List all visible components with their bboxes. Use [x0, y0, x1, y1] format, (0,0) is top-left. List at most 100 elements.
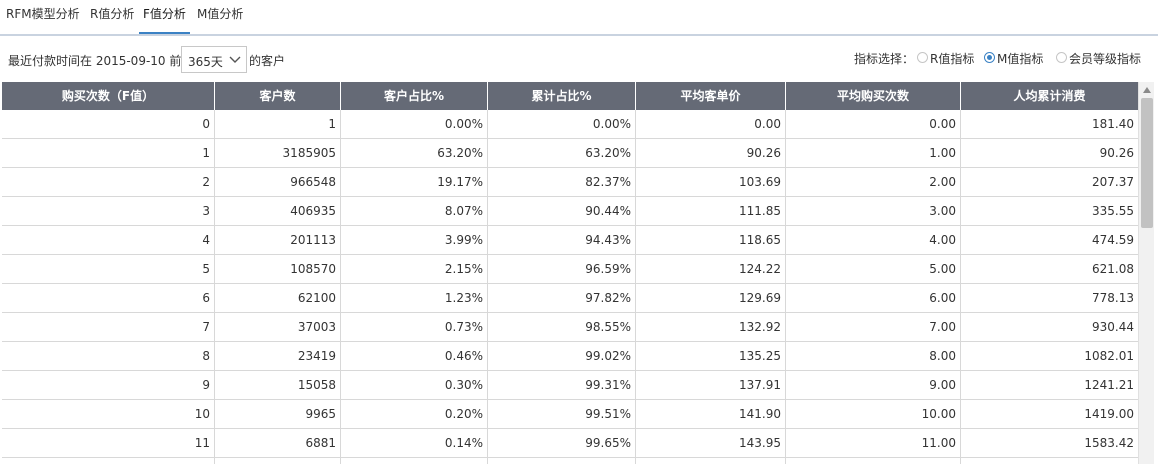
table-row[interactable]: 8 23419 0.46% 99.02% 135.25 8.00 1082.01	[2, 342, 1138, 371]
tab-label: R值分析	[90, 7, 135, 21]
table-cell: 1	[2, 139, 215, 167]
table-cell: 98.55%	[488, 313, 636, 341]
table-cell: 135.25	[636, 342, 786, 370]
table-cell: 97.82%	[488, 284, 636, 312]
table-cell: 2.15%	[341, 255, 488, 283]
table-cell: 5.00	[786, 255, 961, 283]
table-row[interactable]: 10 9965 0.20% 99.51% 141.90 10.00 1419.00	[2, 400, 1138, 429]
table-cell: 181.40	[1092, 117, 1134, 131]
table-cell: 99.51%	[488, 400, 636, 428]
table-cell: 10.00	[786, 400, 961, 428]
column-header[interactable]: 购买次数（F值）	[2, 82, 215, 110]
table-cell: 11	[2, 429, 215, 457]
table-cell	[215, 458, 341, 464]
table-row[interactable]: 5 108570 2.15% 96.59% 124.22 5.00 621.08	[2, 255, 1138, 284]
table-cell: 6881	[215, 429, 341, 457]
column-header[interactable]: 平均购买次数	[786, 82, 961, 110]
table-body: 0 1 0.00% 0.00% 0.00 0.00 181.40 1 3185905 63.20%…	[2, 110, 1138, 464]
table-cell: 129.69	[636, 284, 786, 312]
table-cell: 103.69	[636, 168, 786, 196]
table-row[interactable]: 7 37003 0.73% 98.55% 132.92 7.00 930.44	[2, 313, 1138, 342]
table-cell: 0.00	[786, 110, 961, 138]
table-cell: 90.44%	[488, 197, 636, 225]
column-header[interactable]: 平均客单价	[636, 82, 786, 110]
table-row[interactable]: 3 406935 8.07% 90.44% 111.85 3.00 335.55	[2, 197, 1138, 226]
scrollbar-thumb[interactable]	[1141, 98, 1153, 228]
table-row[interactable]: 9 15058 0.30% 99.31% 137.91 9.00 1241.21	[2, 371, 1138, 400]
filter-suffix-text: 的客户	[249, 54, 286, 68]
period-select[interactable]: 365天	[181, 46, 247, 73]
tab-f-value[interactable]: F值分析	[139, 6, 190, 34]
table-cell: 1.23%	[341, 284, 488, 312]
table-cell: 406935	[215, 197, 341, 225]
table-cell: 3.99%	[341, 226, 488, 254]
table-cell: 0.30%	[341, 371, 488, 399]
table-cell: 207.37	[1092, 175, 1134, 189]
table-cell: 99.31%	[488, 371, 636, 399]
tab-m-value[interactable]: M值分析	[197, 6, 243, 34]
table-cell	[488, 458, 636, 464]
table-row[interactable]: 11 6881 0.14% 99.65% 143.95 11.00 1583.42	[2, 429, 1138, 458]
table-cell: 1419.00	[1084, 407, 1134, 421]
table-cell: 143.95	[636, 429, 786, 457]
table-cell: 930.44	[1092, 320, 1134, 334]
table-cell: 99.02%	[488, 342, 636, 370]
table-cell: 335.55	[1092, 204, 1134, 218]
table-cell: 8.00	[786, 342, 961, 370]
indicator-label: 指标选择：	[854, 52, 915, 66]
table-cell: 1241.21	[1084, 378, 1134, 392]
table-cell: 201113	[215, 226, 341, 254]
table-cell: 0.14%	[341, 429, 488, 457]
table-cell: 1	[215, 110, 341, 138]
table-row[interactable]: 6 62100 1.23% 97.82% 129.69 6.00 778.13	[2, 284, 1138, 313]
column-header[interactable]: 客户数	[215, 82, 341, 110]
filter-prefix-text: 最近付款时间在 2015-09-10 前	[8, 54, 182, 68]
table-cell: 82.37%	[488, 168, 636, 196]
table-cell: 8	[2, 342, 215, 370]
table-cell: 621.08	[1092, 262, 1134, 276]
table-cell: 8.07%	[341, 197, 488, 225]
table-cell: 3.00	[786, 197, 961, 225]
table-cell: 111.85	[636, 197, 786, 225]
filter-bar: 最近付款时间在 2015-09-10 前 365天 的客户 指标选择： R值指标…	[0, 44, 1158, 74]
radio-label: R值指标	[930, 52, 975, 66]
table-cell: 3	[2, 197, 215, 225]
table-cell: 15058	[215, 371, 341, 399]
table-cell: 96.59%	[488, 255, 636, 283]
tab-r-value[interactable]: R值分析	[90, 6, 134, 34]
table-cell: 11.00	[786, 429, 961, 457]
table-cell: 94.43%	[488, 226, 636, 254]
vertical-scrollbar[interactable]	[1138, 82, 1154, 464]
tab-rfm-model[interactable]: RFM模型分析	[6, 6, 80, 34]
radio-label: 会员等级指标	[1069, 52, 1142, 66]
table-cell: 3185905	[215, 139, 341, 167]
table-header-row: 购买次数（F值） 客户数 客户占比% 累计占比% 平均客单价 平均购买次数 人均累计消费	[2, 82, 1138, 110]
table-row[interactable]: 1 3185905 63.20% 63.20% 90.26 1.00 90.26	[2, 139, 1138, 168]
table-row[interactable]	[2, 458, 1138, 464]
table-cell: 6.00	[786, 284, 961, 312]
table-cell: 4	[2, 226, 215, 254]
table-cell: 6	[2, 284, 215, 312]
table-cell	[636, 458, 786, 464]
table-cell: 1.00	[786, 139, 961, 167]
table-cell: 4.00	[786, 226, 961, 254]
column-header[interactable]: 人均累计消费	[1013, 89, 1086, 103]
table-row[interactable]: 4 201113 3.99% 94.43% 118.65 4.00 474.59	[2, 226, 1138, 255]
table-row[interactable]: 2 966548 19.17% 82.37% 103.69 2.00 207.37	[2, 168, 1138, 197]
table-cell: 9	[2, 371, 215, 399]
table-cell	[341, 458, 488, 464]
radio-circle	[1056, 52, 1067, 63]
table-cell	[961, 458, 1138, 464]
table-cell: 778.13	[1092, 291, 1134, 305]
tab-label: M值分析	[197, 7, 244, 21]
table-cell	[2, 458, 215, 464]
table-cell: 10	[2, 400, 215, 428]
column-header[interactable]: 客户占比%	[341, 82, 488, 110]
scroll-up-arrow-icon[interactable]	[1142, 86, 1152, 94]
table-cell: 90.26	[1099, 146, 1134, 160]
analysis-tabs: RFM模型分析 R值分析 F值分析 M值分析	[0, 0, 1158, 36]
radio-circle	[917, 52, 928, 63]
table-cell: 0	[2, 110, 215, 138]
table-row[interactable]: 0 1 0.00% 0.00% 0.00 0.00 181.40	[2, 110, 1138, 139]
column-header[interactable]: 累计占比%	[488, 82, 636, 110]
